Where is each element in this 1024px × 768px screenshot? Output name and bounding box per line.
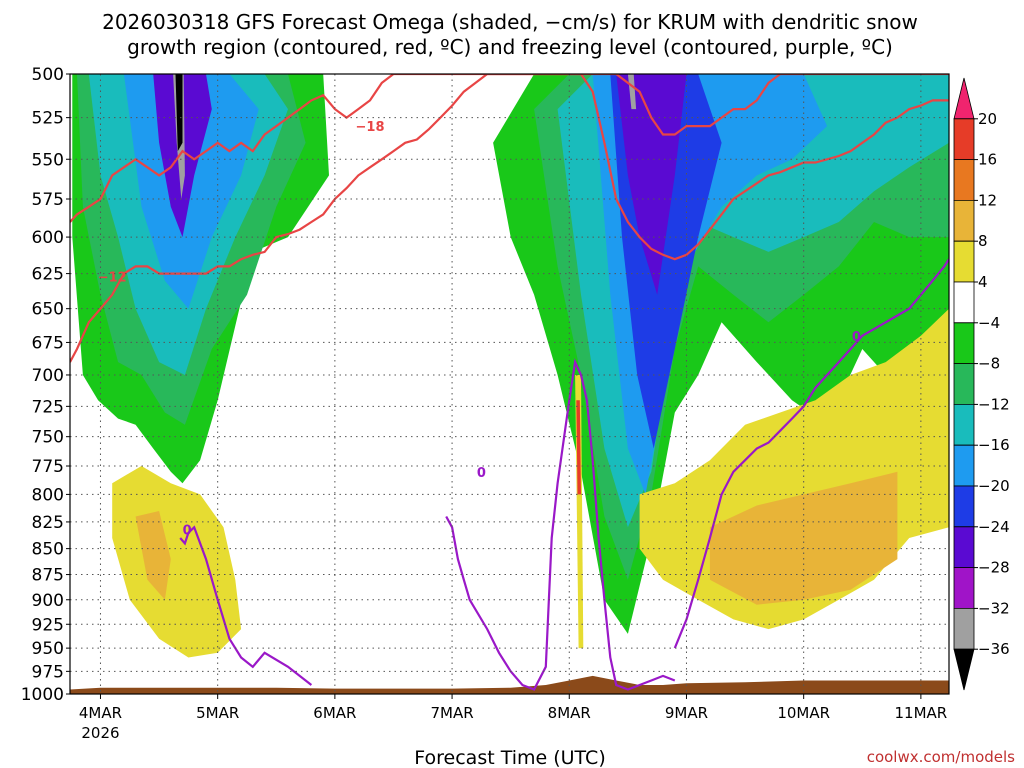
omega-region-6 [175,74,183,152]
x-tick-label: 8MAR [548,704,591,722]
colorbar-swatch [953,118,975,161]
y-tick-label: 825 [32,513,64,533]
omega-region-14 [112,466,242,658]
colorbar-label: 12 [978,191,997,209]
terrain-surface [70,675,949,694]
y-tick-label: 550 [32,150,64,170]
omega-region-16 [135,511,171,600]
y-tick-label: 1000 [21,685,64,705]
contour-red-0 [70,74,949,223]
colorbar-swatch [953,199,975,242]
colorbar-label: −36 [978,640,1010,658]
colorbar-swatch [953,281,975,324]
colorbar-swatch [953,240,975,283]
x-tick-label: 4MAR [79,704,122,722]
x-tick-label: 10MAR [777,704,830,722]
chart-title-line-1: 2026030318 GFS Forecast Omega (shaded, −… [102,10,918,34]
plot-area: −18 −12 0 0 0 [69,73,950,695]
colorbar-label: 8 [978,232,988,250]
omega-region-12 [616,74,687,295]
y-tick-label: 675 [32,333,64,353]
colorbar-label: 16 [978,151,997,169]
x-tick-label: 11MAR [895,704,948,722]
colorbar: 20 16 12 8 4 −4 −8 −12 −16 −20 −24 −28 −32 −36 [953,77,1010,691]
y-tick-label: 850 [32,540,64,560]
chart-title-line-2: growth region (contoured, red, ºC) and f… [127,35,893,59]
y-tick-label: 650 [32,300,64,320]
colorbar-swatch [953,77,975,120]
colorbar-label: −4 [978,314,1000,332]
contour-label-2: 0 [183,523,192,538]
y-tick-label: 500 [32,65,64,85]
colorbar-label: −12 [978,395,1010,413]
colorbar-swatch [953,403,975,446]
contour-purple-2 [179,525,313,686]
y-tick-label: 950 [32,639,64,659]
x-tick-label: 6MAR [313,704,356,722]
colorbar-swatch [953,485,975,528]
y-tick-label: 800 [32,485,64,505]
contour-red-1 [70,74,949,363]
y-tick-label: 700 [32,366,64,386]
omega-region-17 [709,471,898,605]
y-tick-label: 975 [32,662,64,682]
x-axis: 4MAR 2026 5MAR 6MAR 7MAR 8MAR 9MAR 10MAR 11MAR [79,694,947,742]
x-axis-label: Forecast Time (UTC) [414,747,605,768]
y-tick-label: 525 [32,109,64,129]
colorbar-label: 4 [978,273,988,291]
colorbar-label: −20 [978,477,1010,495]
colorbar-label: −24 [978,518,1010,536]
y-tick-label: 775 [32,457,64,477]
y-tick-label: 925 [32,615,64,635]
colorbar-label: −28 [978,559,1010,577]
x-tick-sublabel: 2026 [81,724,119,742]
y-tick-label: 625 [32,265,64,285]
colorbar-label: −32 [978,599,1010,617]
contour-purple-4 [673,258,949,649]
omega-region-3 [123,74,259,309]
plot-frame [69,73,950,695]
colorbar-swatch [953,322,975,365]
y-tick-label: 725 [32,397,64,417]
contour-label-0: −18 [356,120,385,135]
terrain-layer [70,675,949,694]
colorbar-swatch [953,444,975,487]
x-tick-label: 7MAR [430,704,473,722]
contour-label-4: 0 [852,330,861,345]
colorbar-swatch [953,608,975,650]
colorbar-label: 20 [978,110,997,128]
contour-layer: −18 −12 0 0 0 [70,74,949,691]
omega-region-13 [627,74,637,110]
colorbar-swatch [953,159,975,201]
colorbar-swatch [953,363,975,405]
credit-link[interactable]: coolwx.com/models [867,748,1015,766]
omega-shading [72,74,949,658]
x-tick-label: 9MAR [665,704,708,722]
colorbar-label: −8 [978,355,1000,373]
contour-label-1: −12 [98,270,127,285]
y-tick-label: 875 [32,566,64,586]
omega-region-19 [576,400,581,495]
colorbar-swatch [953,526,975,568]
contour-label-3: 0 [477,466,486,481]
colorbar-swatch [953,648,975,691]
y-tick-label: 750 [32,428,64,448]
colorbar-swatch [953,567,975,609]
y-tick-label: 575 [32,190,64,210]
contour-purple-3 [445,358,676,691]
y-tick-label: 600 [32,228,64,248]
y-axis: 500 525 550 575 600 625 650 675 700 725 750 775 800 8… [21,65,70,705]
y-tick-label: 900 [32,591,64,611]
colorbar-label: −16 [978,436,1010,454]
x-tick-label: 5MAR [196,704,239,722]
